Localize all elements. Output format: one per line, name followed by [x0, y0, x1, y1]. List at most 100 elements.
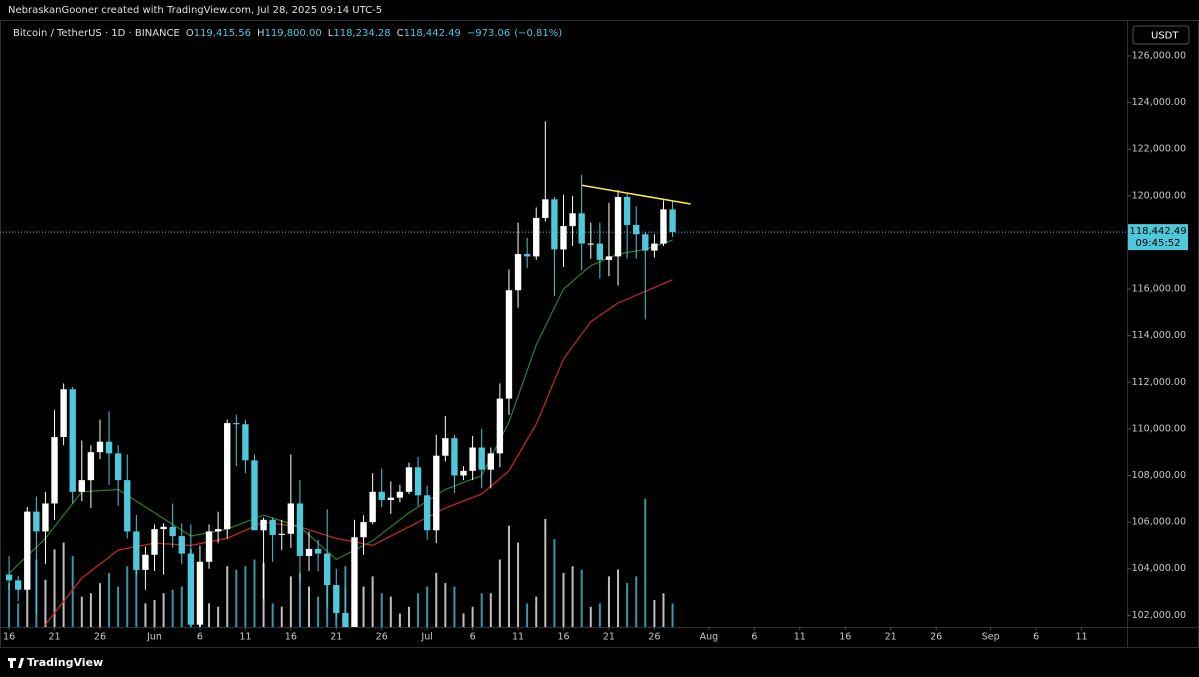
y-tick-label: 126,000.00: [1132, 50, 1186, 61]
volume-bar: [617, 569, 620, 627]
candle-body: [451, 438, 458, 476]
x-tick-label: Jul: [420, 632, 432, 643]
candle-body: [369, 491, 376, 523]
y-tick-label: 110,000.00: [1132, 423, 1186, 434]
volume-bar: [89, 593, 92, 627]
candle-body: [196, 561, 204, 625]
candle-body: [478, 447, 485, 470]
candle-body: [660, 209, 667, 244]
volume-bar: [17, 603, 20, 627]
x-tick-label: Aug: [700, 632, 719, 643]
ohlc-value: 119,800.00: [265, 28, 322, 39]
candle-body: [569, 213, 576, 227]
candle-body: [542, 199, 549, 218]
x-tick-label: 21: [48, 632, 60, 643]
candle-body: [378, 491, 385, 500]
candle-body: [396, 491, 404, 498]
x-tick-label: 16: [3, 632, 15, 643]
candle-body: [42, 503, 49, 532]
candle-body: [314, 548, 322, 554]
volume-bar: [171, 589, 174, 627]
candle-body: [578, 213, 585, 244]
candle-body: [587, 243, 594, 245]
x-tick-label: 11: [1076, 632, 1088, 643]
y-tick-label: 106,000.00: [1132, 517, 1186, 528]
volume-bar: [380, 593, 383, 627]
volume-bar: [626, 583, 629, 627]
price-tag: [1128, 224, 1188, 251]
currency-label[interactable]: USDT: [1151, 31, 1179, 42]
volume-bar: [53, 549, 56, 627]
candle-body: [387, 497, 394, 500]
candle-body: [414, 467, 422, 496]
volume-bar: [271, 603, 274, 627]
candle-body: [14, 580, 22, 590]
volume-bar: [180, 586, 183, 627]
candle-body: [187, 553, 195, 625]
candle-body: [60, 389, 67, 438]
symbol: Bitcoin / TetherUS · 1D · BINANCE: [13, 28, 180, 39]
x-tick-label: 16: [839, 632, 851, 643]
candle-body: [505, 290, 513, 399]
x-tick-label: 21: [603, 632, 615, 643]
volume-bar: [662, 593, 665, 627]
candle-body: [124, 480, 131, 532]
currency-button[interactable]: [1132, 25, 1190, 45]
change: −973.06: [467, 28, 510, 39]
candle-body: [533, 217, 540, 257]
volume-bar: [289, 576, 292, 627]
countdown: 09:45:52: [1136, 238, 1181, 249]
plot-area: [0, 121, 1127, 627]
volume-bar: [244, 566, 247, 627]
x-tick-label: 26: [930, 632, 942, 643]
volume-bar: [98, 583, 101, 627]
volume-bar: [544, 519, 547, 627]
x-tick-label: 21: [330, 632, 342, 643]
y-tick-label: 112,000.00: [1132, 377, 1186, 388]
candle-body: [469, 447, 476, 471]
candle-body: [278, 533, 285, 535]
volume-bar: [526, 603, 529, 627]
volume-bar: [462, 613, 465, 627]
candle-body: [423, 495, 431, 531]
volume-bar: [280, 606, 283, 627]
volume-bar: [453, 586, 456, 627]
y-tick-label: 114,000.00: [1132, 330, 1186, 341]
x-tick-label: 16: [285, 632, 297, 643]
candle-body: [605, 256, 613, 260]
x-tick-label: 6: [751, 632, 757, 643]
volume-bar: [398, 613, 401, 627]
candle-body: [33, 511, 40, 532]
x-tick-label: 26: [94, 632, 106, 643]
y-tick-label: 104,000.00: [1132, 563, 1186, 574]
volume-bar: [435, 573, 438, 627]
x-tick-label: 11: [512, 632, 524, 643]
candle-body: [169, 526, 176, 537]
trendline: [581, 184, 691, 205]
volume-bar: [162, 593, 165, 627]
volume-bar: [362, 586, 365, 627]
volume-bar: [589, 606, 592, 627]
x-tick-label: 26: [648, 632, 660, 643]
candle-body: [360, 522, 367, 538]
volume-bar: [317, 596, 320, 627]
candle-body: [296, 503, 304, 556]
candle-body: [324, 553, 331, 586]
volume-bar: [426, 586, 429, 627]
candle-body: [342, 613, 349, 627]
caption: NebraskanGooner created with TradingView…: [8, 5, 382, 16]
volume-bar: [571, 566, 574, 627]
volume-bar: [598, 603, 601, 627]
candle-body: [96, 441, 104, 453]
candle-body: [623, 196, 631, 225]
candle-body: [133, 531, 140, 570]
volume-bar: [80, 596, 83, 627]
candle-body: [287, 503, 295, 534]
volume-bar: [507, 525, 510, 627]
volume-bar: [653, 600, 656, 627]
y-tick-label: 108,000.00: [1132, 470, 1186, 481]
volume-bar: [444, 583, 447, 627]
volume-bar: [62, 542, 65, 627]
ohlc-key: L: [328, 28, 334, 39]
candle-body: [151, 529, 158, 555]
